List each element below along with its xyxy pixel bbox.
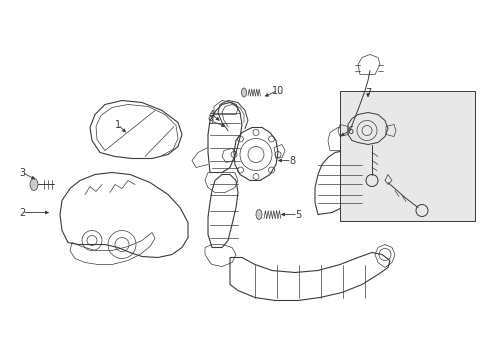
Text: 9: 9 [206, 116, 213, 126]
Ellipse shape [30, 179, 38, 190]
Text: 5: 5 [294, 210, 301, 220]
Text: 6: 6 [346, 126, 352, 135]
Bar [339, 90, 474, 220]
Text: 8: 8 [288, 156, 294, 166]
Ellipse shape [241, 88, 246, 97]
Text: 2: 2 [19, 207, 25, 217]
Text: 4: 4 [208, 109, 215, 120]
Text: 3: 3 [19, 167, 25, 177]
Text: 7: 7 [364, 87, 370, 98]
Ellipse shape [256, 210, 262, 220]
Text: 1: 1 [115, 120, 121, 130]
Text: 10: 10 [271, 85, 284, 95]
